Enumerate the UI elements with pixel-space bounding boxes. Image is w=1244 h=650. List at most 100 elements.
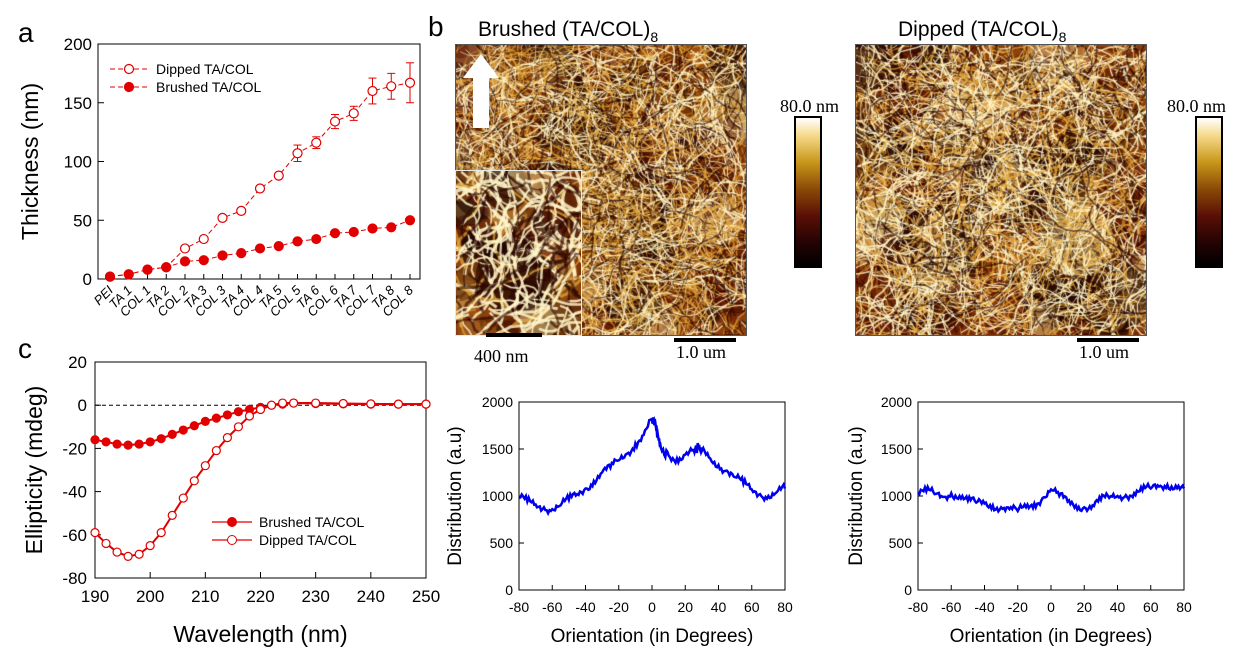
data-point bbox=[101, 437, 111, 447]
data-point bbox=[145, 437, 155, 447]
data-point bbox=[167, 510, 177, 520]
y-tick-label: 150 bbox=[64, 94, 92, 113]
data-point bbox=[90, 528, 100, 538]
data-point bbox=[189, 421, 199, 431]
y-tick-label: 0 bbox=[904, 582, 912, 598]
x-axis-label: Orientation (in Degrees) bbox=[551, 626, 754, 647]
data-point bbox=[112, 439, 122, 449]
data-point bbox=[254, 183, 266, 194]
data-point bbox=[90, 435, 100, 445]
inset-scale-bar bbox=[486, 333, 542, 337]
x-tick-label: 20 bbox=[677, 599, 693, 615]
y-tick-label: 2000 bbox=[482, 394, 513, 410]
data-point bbox=[254, 243, 266, 254]
colorbar-dipped bbox=[1195, 116, 1223, 268]
colorbar-label-dipped: 80.0 nm bbox=[1167, 96, 1227, 116]
data-point bbox=[198, 233, 209, 245]
y-tick-label: 1500 bbox=[881, 441, 912, 457]
x-tick-label: 80 bbox=[1176, 599, 1192, 615]
y-tick-label: 0 bbox=[83, 270, 92, 289]
x-tick-label: 80 bbox=[777, 599, 793, 615]
x-tick-label: 250 bbox=[412, 587, 440, 606]
x-tick-label: -40 bbox=[575, 599, 595, 615]
data-point bbox=[393, 399, 404, 409]
legend-label: Dipped TA/COL bbox=[259, 532, 357, 548]
data-point bbox=[366, 399, 376, 409]
data-point bbox=[404, 215, 416, 226]
x-axis-label: Orientation (in Degrees) bbox=[950, 626, 1153, 647]
up-arrow-icon bbox=[463, 54, 499, 128]
data-point bbox=[236, 205, 247, 216]
data-point bbox=[161, 262, 172, 273]
scale-bar-dipped bbox=[1077, 338, 1139, 342]
x-tick-label: 210 bbox=[191, 587, 219, 606]
scale-bar-brushed bbox=[674, 338, 736, 342]
scale-label-brushed: 1.0 um bbox=[676, 342, 727, 362]
y-axis-label: Distribution (a.u) bbox=[445, 426, 466, 565]
x-tick-label: -80 bbox=[509, 599, 529, 615]
data-point bbox=[421, 399, 431, 409]
colorbar-brushed bbox=[794, 116, 822, 268]
data-point bbox=[156, 528, 166, 538]
data-point bbox=[289, 398, 299, 408]
y-tick-label: -20 bbox=[62, 439, 87, 458]
data-point bbox=[134, 549, 144, 559]
data-point bbox=[217, 212, 228, 223]
data-point bbox=[367, 85, 378, 97]
data-point bbox=[123, 551, 133, 562]
x-tick-label: 40 bbox=[1110, 599, 1126, 615]
chart-ellipticity: -80 -60 -40 -20 0 20 190 200 210 220 230 240 250 Wave… bbox=[21, 353, 440, 647]
data-point bbox=[179, 243, 191, 254]
data-point bbox=[329, 116, 341, 127]
data-point bbox=[329, 228, 341, 239]
y-axis-label: Ellipticity (mdeg) bbox=[21, 386, 47, 555]
panel-label-c: c bbox=[18, 333, 32, 364]
plot-frame bbox=[518, 401, 786, 591]
legend-label: Dipped TA/COL bbox=[156, 61, 254, 77]
distribution-line bbox=[518, 416, 787, 517]
distribution-line bbox=[917, 481, 1186, 514]
plot-frame bbox=[917, 401, 1185, 591]
inset-scale-label: 400 nm bbox=[474, 346, 529, 366]
data-point bbox=[386, 222, 397, 233]
data-point bbox=[189, 476, 199, 486]
data-point bbox=[178, 425, 188, 435]
legend-marker bbox=[123, 81, 135, 93]
x-axis-label: Wavelength (nm) bbox=[173, 621, 347, 647]
y-tick-label: 1500 bbox=[482, 441, 513, 457]
y-tick-label: 200 bbox=[64, 35, 92, 54]
data-point bbox=[273, 241, 284, 252]
y-tick-label: 1000 bbox=[482, 488, 513, 504]
y-axis-label: Thickness (nm) bbox=[17, 83, 43, 240]
x-tick-label: 60 bbox=[744, 599, 760, 615]
y-tick-label: 2000 bbox=[881, 394, 912, 410]
x-tick-label: 0 bbox=[648, 599, 656, 615]
data-point bbox=[211, 445, 221, 456]
legend-marker bbox=[227, 517, 237, 527]
data-point bbox=[311, 398, 321, 408]
data-point bbox=[404, 77, 416, 88]
data-point bbox=[348, 108, 359, 119]
data-point bbox=[123, 440, 133, 450]
x-tick-label: 20 bbox=[1076, 599, 1092, 615]
data-point bbox=[200, 461, 210, 471]
data-point bbox=[277, 398, 288, 408]
afm-title-brushed: Brushed (TA/COL)8 bbox=[478, 18, 658, 45]
x-tick-label: 240 bbox=[357, 587, 385, 606]
x-tick-label: -40 bbox=[974, 599, 994, 615]
data-point bbox=[222, 433, 232, 443]
data-point bbox=[386, 81, 397, 92]
colorbar-label-brushed: 80.0 nm bbox=[780, 96, 840, 116]
x-tick-label: -60 bbox=[542, 599, 562, 615]
data-point bbox=[142, 264, 153, 275]
x-tick-label: 230 bbox=[301, 587, 329, 606]
y-tick-label: 0 bbox=[505, 582, 513, 598]
data-point bbox=[266, 400, 277, 410]
legend-label: Brushed TA/COL bbox=[259, 514, 365, 530]
x-tick-label: -80 bbox=[908, 599, 928, 615]
y-tick-label: 500 bbox=[889, 535, 913, 551]
data-point bbox=[167, 429, 177, 439]
data-point bbox=[198, 255, 209, 266]
